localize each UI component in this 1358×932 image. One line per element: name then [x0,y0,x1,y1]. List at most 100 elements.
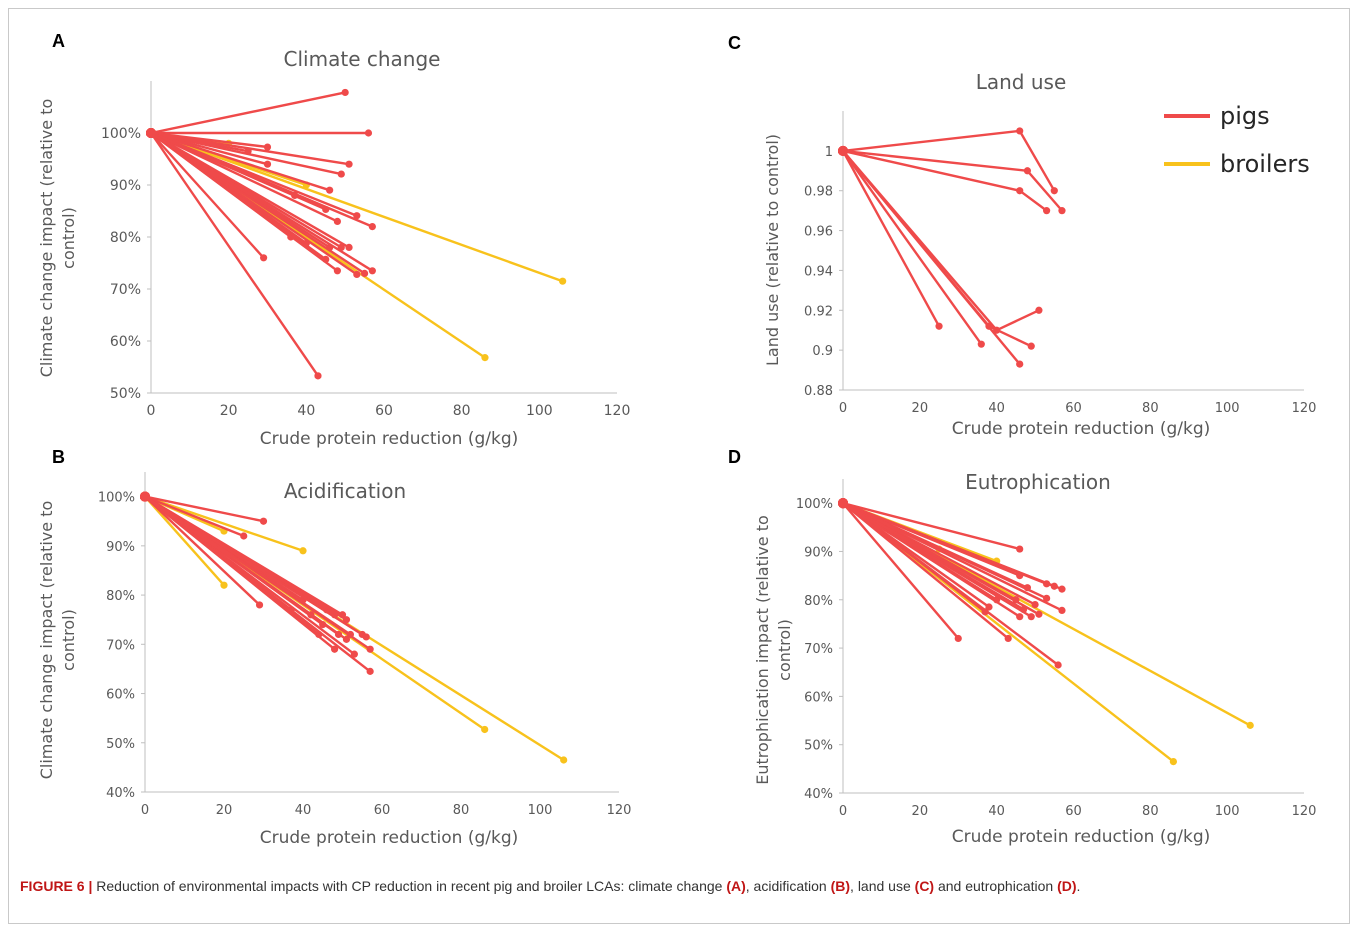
data-point-pigs-a-4-1 [263,160,272,168]
series-line-pigs-c-0 [842,129,1056,192]
data-point-pigs-d-7-1 [1031,601,1039,609]
y-axis-label-line-a-2: control) [59,207,78,269]
caption-text-4: . [1076,878,1081,894]
x-tick-label-a-3: 60 [375,403,393,419]
series-line-pigs-a-19 [150,132,265,259]
series-line-pigs-b-19 [144,495,320,636]
caption-label: FIGURE 6 | [20,878,93,894]
data-point-pigs-b-20-0 [140,491,150,502]
panel-letter-d: D [728,447,741,467]
x-tick-label-a-1: 20 [220,403,238,419]
caption-ref-c: (C) [914,878,935,894]
x-tick-label-c-3: 60 [1065,401,1082,416]
y-tick-label-a-4: 90% [110,178,141,194]
data-point-pigs-a-0-1 [341,88,349,97]
series-line-pigs-c-6 [842,150,1040,332]
x-tick-label-c-2: 40 [988,401,1005,416]
x-axis-label-c: Crude protein reduction (g/kg) [952,419,1211,439]
data-point-broilers-a-2-1 [559,277,567,285]
series-line-pigs-a-6 [150,131,342,176]
y-tick-label-d-4: 80% [804,594,833,609]
x-tick-label-d-2: 40 [988,804,1005,819]
data-point-pigs-a-19-1 [260,254,268,262]
x-tick-label-a-5: 100 [526,403,553,419]
chart-title-d: Eutrophication [965,470,1111,494]
chart-title-c: Land use [976,70,1067,94]
data-point-pigs-d-18-1 [1054,661,1062,669]
data-point-pigs-b-16-1 [366,645,374,653]
data-point-pigs-a-21-1 [353,270,361,279]
data-point-pigs-d-19-0 [838,498,848,509]
x-axis-label-a: Crude protein reduction (g/kg) [260,429,519,449]
series-line-broilers-a-2 [150,131,564,283]
data-point-pigs-d-14-1 [985,603,993,611]
series-line-pigs-a-11 [150,131,338,223]
series-line-pigs-d-5 [842,502,1063,591]
y-tick-label-c-2: 0.92 [804,304,833,319]
y-tick-label-a-1: 60% [110,334,141,350]
y-tick-label-a-0: 50% [110,386,141,402]
series-line-pigs-b-0 [144,495,264,523]
y-tick-label-b-1: 50% [106,737,135,752]
data-point-broilers-b-4-1 [560,756,568,764]
panel-b: B Acidification 0 20 40 60 80 100 120 40% 50% 60% 70… [37,447,631,848]
x-tick-label-c-1: 20 [912,401,929,416]
data-point-pigs-d-17-1 [954,634,962,643]
series-line-pigs-d-0 [842,502,1021,551]
data-point-pigs-c-0-2 [1050,187,1058,195]
panel-letter-a: A [52,31,65,51]
caption-ref-d: (D) [1057,878,1077,894]
data-point-broilers-b-3-1 [481,725,489,734]
series-line-broilers-b-2 [144,495,225,586]
data-point-pigs-d-13-1 [1035,610,1043,618]
data-point-pigs-c-2-1 [1016,187,1024,195]
y-tick-label-b-5: 90% [106,540,135,555]
data-point-pigs-a-6-1 [337,170,345,178]
y-tick-label-b-2: 60% [106,688,135,703]
y-tick-label-d-0: 40% [804,787,833,802]
caption-text-1: , acidification [745,878,831,894]
data-point-pigs-a-12-1 [368,223,376,231]
data-point-pigs-c-7-0 [838,145,848,156]
data-point-pigs-a-11-1 [333,217,341,225]
data-point-pigs-d-6-1 [1043,594,1051,602]
panel-letter-c: C [728,33,741,53]
series-line-pigs-a-12 [150,131,373,228]
chart-title-a: Climate change [284,47,441,71]
figure-caption: FIGURE 6 | Reduction of environmental im… [20,876,1340,896]
series-line-pigs-a-24 [150,132,319,377]
y-tick-label-b-3: 70% [106,638,135,653]
caption-text-2: , land use [850,878,915,894]
series-line-pigs-a-0 [150,91,346,135]
y-tick-label-d-5: 90% [804,545,833,560]
data-point-pigs-c-3-1 [935,322,943,330]
x-tick-label-b-1: 20 [216,803,233,818]
y-tick-label-a-3: 80% [110,230,141,246]
data-point-pigs-c-2-2 [1043,207,1051,215]
y-axis-label-line-b-2: control) [59,609,78,671]
x-axis-label-d: Crude protein reduction (g/kg) [952,827,1211,847]
series-line-broilers-b-1 [144,495,304,552]
x-tick-label-a-2: 40 [297,403,315,419]
y-axis-label-b: Climate change impact (relative to contro… [37,501,78,780]
data-point-pigs-c-0-1 [1016,127,1024,135]
y-axis-label-line-b-1: Climate change impact (relative to [37,501,56,780]
data-point-pigs-a-10-1 [353,212,361,220]
y-tick-label-c-6: 1 [825,145,833,160]
series-line-pigs-c-4 [842,150,983,345]
x-tick-label-a-0: 0 [147,403,156,419]
data-point-pigs-a-7-1 [326,186,334,194]
y-axis-label-line-c-1: Land use (relative to control) [763,134,782,366]
data-point-pigs-b-2-1 [255,601,264,609]
data-point-pigs-c-1-1 [1023,167,1031,175]
series-line-pigs-b-1 [144,495,245,538]
data-point-pigs-a-24-1 [314,372,322,380]
data-point-broilers-d-2-1 [1246,721,1254,729]
y-tick-label-b-0: 40% [106,786,135,801]
data-point-pigs-a-17-1 [345,243,353,251]
x-tick-label-d-1: 20 [912,804,929,819]
data-point-broilers-a-3-1 [481,354,489,362]
chart-title-b: Acidification [284,479,406,503]
x-tick-label-d-3: 60 [1065,804,1082,819]
